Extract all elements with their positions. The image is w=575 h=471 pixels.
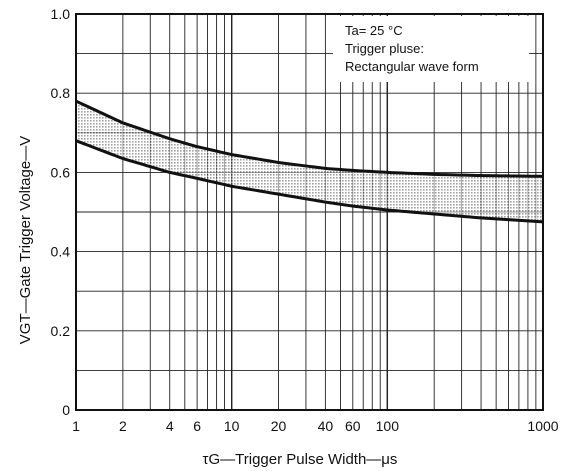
y-tick-labels: 0 0.2 0.4 0.6 0.8 1.0	[51, 6, 71, 418]
condition-trigger: Trigger pluse:	[345, 41, 424, 56]
curves	[75, 99, 544, 224]
x-tick-label: 4	[166, 418, 174, 434]
condition-waveform: Rectangular wave form	[345, 59, 479, 74]
y-axis-title: VGT—Gate Trigger Voltage—V	[17, 136, 34, 344]
x-tick-label: 60	[345, 418, 361, 434]
x-axis-title: τG—Trigger Pulse Width—μs	[203, 451, 398, 468]
band-area	[76, 101, 543, 222]
lower-bound-curve	[75, 139, 544, 224]
x-tick-label: 20	[271, 418, 287, 434]
x-tick-label: 40	[318, 418, 334, 434]
conditions-box	[333, 16, 529, 82]
y-tick-label: 0.4	[51, 244, 71, 260]
x-tick-label: 1	[72, 418, 80, 434]
y-tick-label: 1.0	[51, 6, 71, 22]
upper-bound-curve	[75, 99, 544, 178]
x-tick-labels: 1 2 4 6 10 20 40 60 100 1000	[72, 418, 559, 434]
plot-frame	[75, 13, 544, 411]
x-tick-label: 2	[119, 418, 127, 434]
shaded-band	[76, 101, 543, 222]
y-tick-label: 0.6	[51, 164, 71, 180]
y-tick-label: 0	[62, 402, 70, 418]
x-tick-label: 100	[376, 418, 400, 434]
y-tick-label: 0.2	[51, 323, 71, 339]
x-tick-label: 1000	[527, 418, 558, 434]
condition-temperature: Ta= 25 °C	[345, 23, 403, 38]
y-tick-label: 0.8	[51, 85, 71, 101]
x-tick-label: 6	[193, 418, 201, 434]
x-tick-label: 10	[224, 418, 240, 434]
